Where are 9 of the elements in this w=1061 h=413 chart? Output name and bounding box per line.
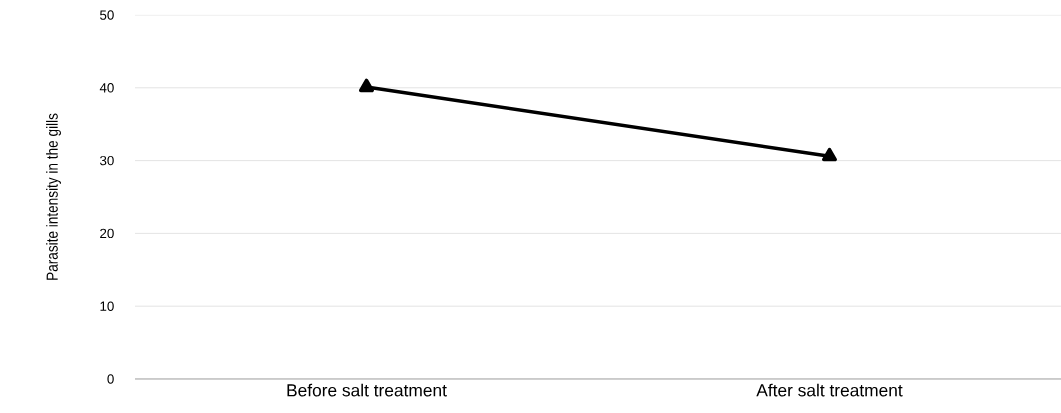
y-tick-label: 10 [100, 301, 114, 311]
x-tick-label: After salt treatment [756, 383, 903, 397]
y-tick-label: 50 [100, 10, 114, 20]
y-axis-title: Parasite intensity in the gills [46, 113, 61, 280]
y-tick-label: 40 [99, 83, 114, 93]
y-tick-label: 20 [100, 228, 114, 239]
x-tick-label: Before salt treatment [287, 383, 447, 397]
y-tick-label: 30 [99, 155, 114, 166]
y-tick-label: 0 [107, 374, 114, 384]
